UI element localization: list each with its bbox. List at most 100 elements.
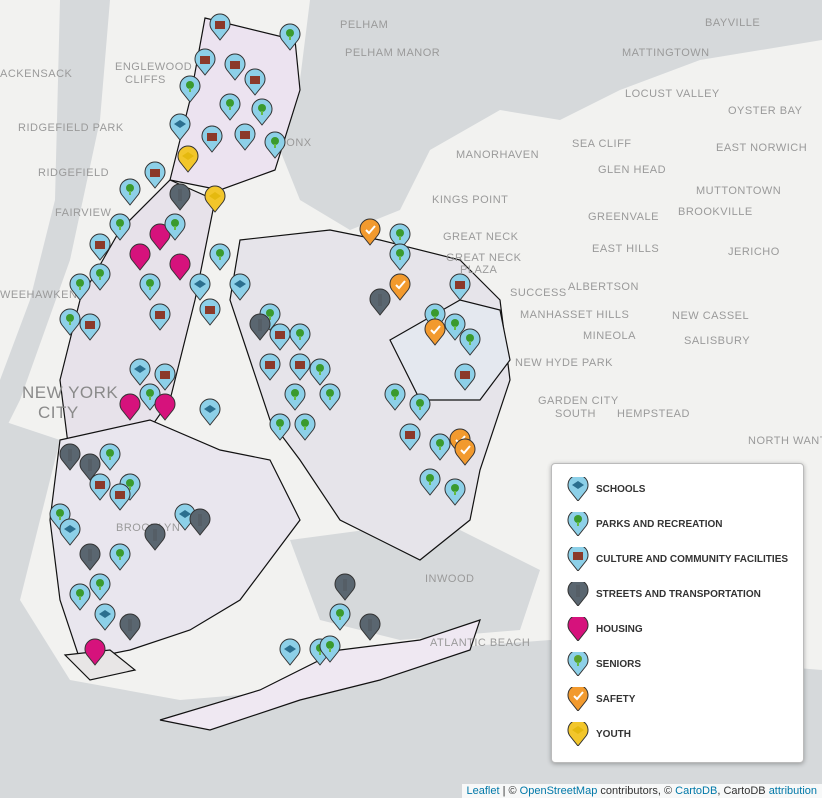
- attribution: Leaflet | © OpenStreetMap contributors, …: [461, 784, 822, 798]
- marker[interactable]: [109, 213, 131, 241]
- marker[interactable]: [177, 145, 199, 173]
- marker[interactable]: [144, 161, 166, 189]
- marker[interactable]: [279, 638, 301, 666]
- marker[interactable]: [409, 393, 431, 421]
- marker[interactable]: [309, 358, 331, 386]
- marker[interactable]: [69, 273, 91, 301]
- marker[interactable]: [204, 185, 226, 213]
- marker[interactable]: [194, 48, 216, 76]
- marker[interactable]: [59, 443, 81, 471]
- marker[interactable]: [459, 328, 481, 356]
- marker[interactable]: [189, 508, 211, 536]
- marker[interactable]: [209, 243, 231, 271]
- marker[interactable]: [359, 218, 381, 246]
- marker[interactable]: [359, 613, 381, 641]
- marker[interactable]: [59, 308, 81, 336]
- place-label: INWOOD: [425, 573, 474, 585]
- marker[interactable]: [289, 323, 311, 351]
- marker[interactable]: [169, 113, 191, 141]
- marker[interactable]: [419, 468, 441, 496]
- marker[interactable]: [209, 13, 231, 41]
- marker[interactable]: [334, 573, 356, 601]
- marker[interactable]: [149, 303, 171, 331]
- marker[interactable]: [199, 398, 221, 426]
- marker[interactable]: [119, 393, 141, 421]
- marker[interactable]: [389, 243, 411, 271]
- marker[interactable]: [69, 583, 91, 611]
- marker[interactable]: [99, 443, 121, 471]
- marker[interactable]: [454, 438, 476, 466]
- marker[interactable]: [294, 413, 316, 441]
- marker[interactable]: [454, 363, 476, 391]
- marker[interactable]: [449, 273, 471, 301]
- marker[interactable]: [79, 453, 101, 481]
- icon: [79, 596, 81, 600]
- icon: [155, 311, 165, 319]
- marker[interactable]: [149, 223, 171, 251]
- marker[interactable]: [259, 353, 281, 381]
- marker[interactable]: [369, 288, 391, 316]
- cartodb-link[interactable]: CartoDB: [675, 785, 718, 797]
- marker[interactable]: [269, 413, 291, 441]
- marker[interactable]: [224, 53, 246, 81]
- marker[interactable]: [389, 223, 411, 251]
- marker[interactable]: [189, 273, 211, 301]
- icon: [261, 111, 263, 115]
- marker[interactable]: [249, 313, 271, 341]
- marker[interactable]: [169, 253, 191, 281]
- marker[interactable]: [319, 635, 341, 663]
- marker[interactable]: [444, 478, 466, 506]
- marker[interactable]: [389, 273, 411, 301]
- marker[interactable]: [79, 313, 101, 341]
- marker[interactable]: [289, 353, 311, 381]
- marker[interactable]: [109, 483, 131, 511]
- leaflet-link[interactable]: Leaflet: [466, 785, 500, 797]
- marker[interactable]: [109, 543, 131, 571]
- place-label: EAST HILLS: [592, 243, 659, 255]
- marker[interactable]: [174, 503, 196, 531]
- marker[interactable]: [169, 183, 191, 211]
- marker[interactable]: [319, 383, 341, 411]
- marker[interactable]: [384, 383, 406, 411]
- marker[interactable]: [79, 543, 101, 571]
- marker[interactable]: [264, 131, 286, 159]
- marker[interactable]: [244, 68, 266, 96]
- marker[interactable]: [59, 518, 81, 546]
- marker[interactable]: [154, 363, 176, 391]
- marker[interactable]: [179, 75, 201, 103]
- marker[interactable]: [399, 423, 421, 451]
- marker[interactable]: [444, 313, 466, 341]
- marker[interactable]: [89, 573, 111, 601]
- marker[interactable]: [89, 233, 111, 261]
- marker[interactable]: [119, 613, 141, 641]
- marker[interactable]: [129, 358, 151, 386]
- marker: [567, 547, 589, 571]
- marker[interactable]: [201, 125, 223, 153]
- marker[interactable]: [279, 23, 301, 51]
- marker[interactable]: [284, 383, 306, 411]
- marker[interactable]: [164, 213, 186, 241]
- marker[interactable]: [424, 318, 446, 346]
- marker[interactable]: [139, 273, 161, 301]
- marker[interactable]: [94, 603, 116, 631]
- marker[interactable]: [251, 98, 273, 126]
- marker[interactable]: [219, 93, 241, 121]
- marker[interactable]: [329, 603, 351, 631]
- marker[interactable]: [269, 323, 291, 351]
- marker[interactable]: [154, 393, 176, 421]
- marker[interactable]: [129, 243, 151, 271]
- icon: [296, 329, 304, 337]
- marker[interactable]: [89, 473, 111, 501]
- marker[interactable]: [234, 123, 256, 151]
- attribution-link[interactable]: attribution: [768, 785, 817, 797]
- osm-link[interactable]: OpenStreetMap: [519, 785, 598, 797]
- marker[interactable]: [229, 273, 251, 301]
- marker[interactable]: [119, 178, 141, 206]
- marker[interactable]: [199, 298, 221, 326]
- marker[interactable]: [84, 638, 106, 666]
- icon: [396, 229, 404, 237]
- icon: [573, 552, 583, 560]
- marker[interactable]: [144, 523, 166, 551]
- marker[interactable]: [429, 433, 451, 461]
- marker[interactable]: [89, 263, 111, 291]
